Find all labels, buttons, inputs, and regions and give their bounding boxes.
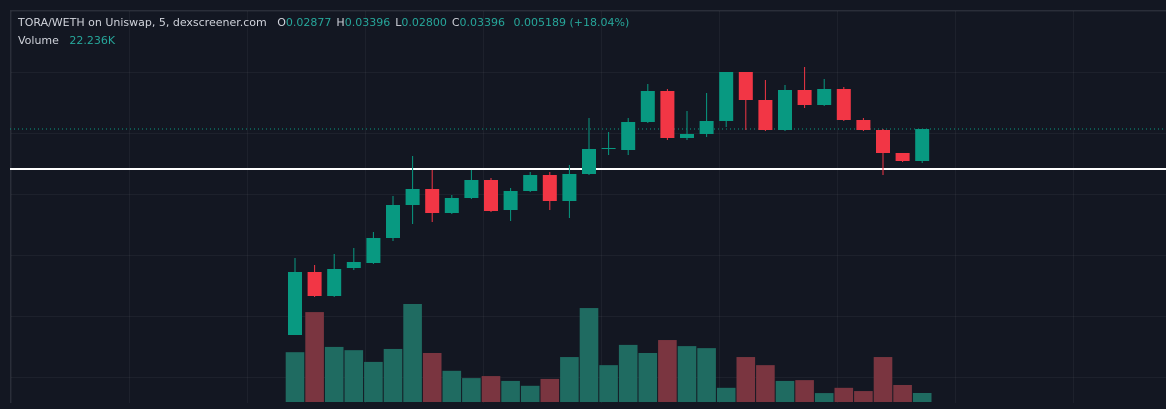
volume-bar	[285, 352, 305, 402]
candle-body	[856, 120, 871, 130]
volume-bar	[795, 380, 814, 402]
candle-body	[660, 91, 675, 138]
candle-body	[817, 89, 832, 105]
legend-label: O	[277, 16, 286, 29]
volume-bar	[756, 365, 775, 402]
candle-body	[366, 238, 381, 263]
volume-bar	[912, 392, 932, 402]
volume-bar	[540, 378, 560, 402]
volume-bar	[520, 385, 540, 402]
volume-bar	[618, 344, 638, 402]
candle-body	[758, 100, 773, 130]
candle-body	[640, 91, 655, 122]
volume-header: Volume 22.236K	[18, 34, 115, 47]
volume-bar	[442, 370, 462, 402]
candle-body	[680, 134, 694, 138]
candle-body	[464, 180, 479, 198]
legend-value: 0.02800	[401, 16, 447, 29]
volume-bar	[716, 387, 736, 402]
candle-body	[719, 72, 734, 121]
candle-body	[582, 149, 596, 174]
candle-body	[601, 148, 616, 149]
volume-bar	[364, 361, 383, 402]
candle-body	[778, 90, 792, 130]
volume-bar	[834, 387, 854, 402]
legend-label: C	[451, 16, 460, 29]
candle-body	[836, 89, 851, 120]
candle-body	[327, 269, 342, 296]
volume-bar	[344, 350, 364, 402]
volume-bar	[305, 312, 324, 402]
volume-title: Volume	[18, 34, 59, 47]
candle-body	[405, 189, 420, 205]
symbol-title: TORA/WETH on Uniswap, 5, dexscreener.com	[18, 16, 267, 29]
candle-body	[386, 205, 400, 238]
candle-body	[425, 189, 440, 213]
candle-body	[346, 262, 361, 268]
legend-value: 0.02877	[285, 16, 332, 29]
volume-bar	[403, 304, 422, 402]
ohlc-header: TORA/WETH on Uniswap, 5, dexscreener.com…	[18, 16, 629, 29]
legend-value: 0.03396	[344, 16, 391, 29]
candle-body	[738, 72, 753, 100]
candle-body	[562, 174, 577, 201]
volume-bar	[560, 357, 579, 402]
candle-body	[895, 153, 910, 161]
candle-body	[484, 180, 498, 211]
volume-bar	[873, 357, 893, 402]
candle-body	[915, 129, 930, 161]
candle-body	[288, 272, 302, 335]
volume-bar	[579, 308, 599, 402]
candle-body	[621, 122, 636, 150]
candle-body	[542, 175, 557, 201]
volume-bar	[814, 393, 834, 402]
candle-body	[307, 272, 322, 296]
volume-bar	[324, 346, 344, 402]
candle-body	[797, 90, 812, 105]
volume-value: 22.236K	[69, 34, 116, 47]
volume-bar	[599, 365, 618, 402]
volume-bar	[462, 378, 481, 402]
volume-bar	[383, 348, 403, 402]
candle-body	[523, 175, 538, 191]
volume-bar	[854, 391, 873, 402]
volume-bar	[697, 348, 716, 402]
volume-bar	[638, 353, 658, 402]
volume-bar	[775, 380, 795, 402]
legend-label: L	[395, 16, 402, 29]
candle-body	[876, 130, 890, 153]
volume-bar	[658, 340, 677, 402]
legend-value: 0.03396	[459, 16, 506, 29]
volume-bar	[893, 384, 912, 402]
volume-bar	[422, 353, 442, 402]
legend-label: H	[336, 16, 345, 29]
change: 0.005189 (+18.04%)	[513, 16, 630, 29]
volume-bar	[677, 346, 697, 402]
volume-bar	[501, 380, 520, 402]
volume-bar	[481, 376, 501, 402]
volume-bar	[736, 357, 756, 402]
candle-body	[699, 121, 714, 134]
ohlc-legend: O0.02877 H0.03396 L0.02800 C0.03396	[277, 16, 510, 29]
candle-body	[444, 198, 459, 213]
candle-body	[503, 191, 518, 210]
